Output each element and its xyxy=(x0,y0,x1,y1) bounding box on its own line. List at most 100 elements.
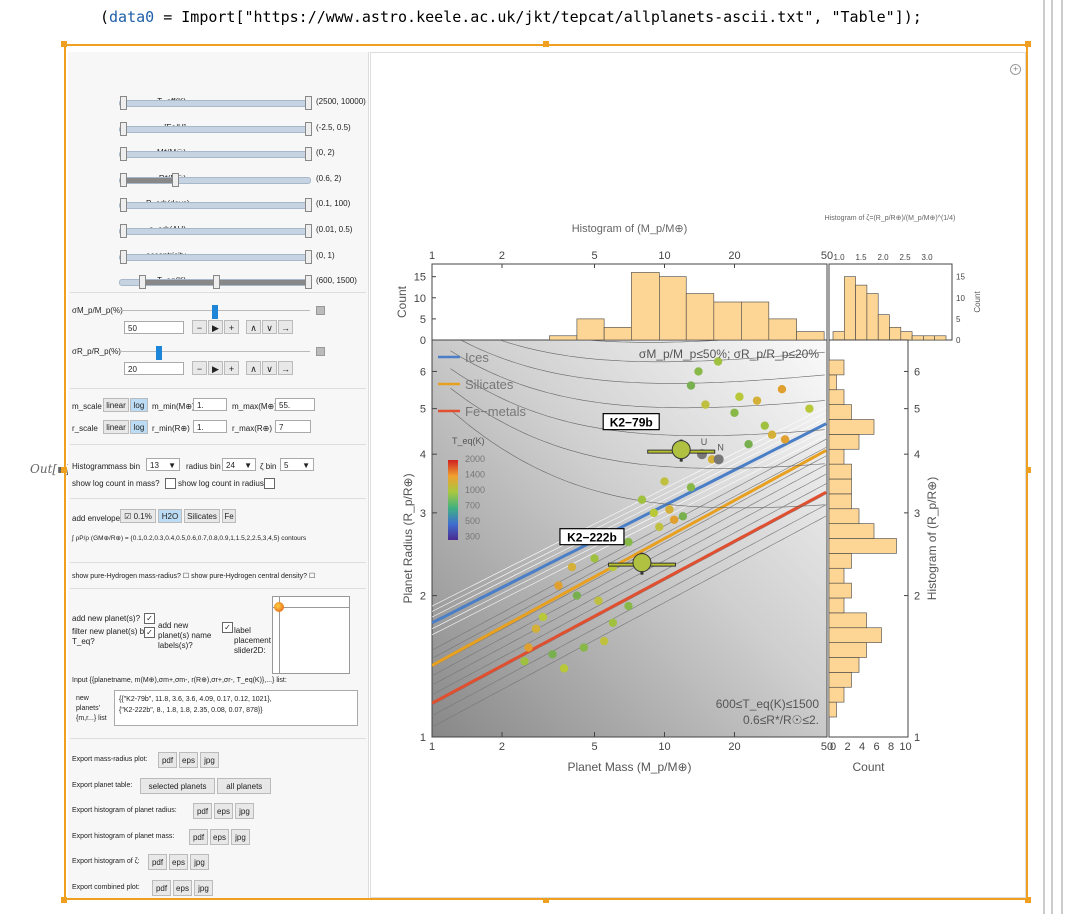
slider-thumb[interactable] xyxy=(305,275,312,290)
anim-play-button[interactable]: ▶ xyxy=(208,361,223,375)
parameter-range-slider[interactable] xyxy=(119,147,312,162)
resize-handle[interactable] xyxy=(61,897,67,903)
add-new-planet-checkbox[interactable]: ✓ xyxy=(144,613,155,624)
slider-thumb[interactable] xyxy=(120,172,127,187)
resize-handle[interactable] xyxy=(1025,41,1031,47)
r-max-field[interactable]: 7 xyxy=(275,420,311,433)
resize-handle[interactable] xyxy=(1025,897,1031,903)
export-eps-button[interactable]: eps xyxy=(179,752,198,768)
parameter-range-slider[interactable] xyxy=(119,121,312,136)
export-jpg-button[interactable]: jpg xyxy=(235,803,254,819)
slider-thumb[interactable] xyxy=(305,147,312,162)
m-linear-button[interactable]: linear xyxy=(103,398,129,412)
export-jpg-button[interactable]: jpg xyxy=(190,854,209,870)
export-eps-button[interactable]: eps xyxy=(214,803,233,819)
cell-bracket[interactable] xyxy=(1043,0,1045,914)
cell-bracket[interactable] xyxy=(1051,0,1053,914)
export-pdf-button[interactable]: pdf xyxy=(152,879,171,896)
slider-thumb[interactable] xyxy=(305,249,312,264)
sigma-slider[interactable] xyxy=(118,305,310,319)
slider-thumb[interactable] xyxy=(305,121,312,136)
parameter-range-slider[interactable] xyxy=(119,249,312,264)
export-eps-button[interactable]: eps xyxy=(169,854,188,870)
anim-increment-button[interactable]: + xyxy=(224,361,239,375)
anim-play-button[interactable]: ▶ xyxy=(208,320,223,334)
anim-direction-button[interactable]: → xyxy=(278,361,293,375)
mass-bin-select[interactable]: 13 ▼ xyxy=(146,458,180,471)
slider2d-locator[interactable] xyxy=(274,602,284,612)
m-max-field[interactable]: 55. xyxy=(275,398,315,411)
r-linear-button[interactable]: linear xyxy=(103,420,129,434)
slider-thumb[interactable] xyxy=(120,121,127,136)
slider-thumb[interactable] xyxy=(305,224,312,238)
filter-checkbox[interactable]: ✓ xyxy=(144,627,155,638)
export-pdf-button[interactable]: pdf xyxy=(189,828,208,845)
resize-handle[interactable] xyxy=(543,41,549,47)
parameter-range-slider[interactable] xyxy=(119,224,312,238)
export-jpg-button[interactable]: jpg xyxy=(200,752,219,768)
slider-thumb[interactable] xyxy=(120,198,127,213)
slider-thumb[interactable] xyxy=(120,224,127,238)
parameter-range-slider[interactable] xyxy=(119,96,312,110)
resize-handle[interactable] xyxy=(61,41,67,47)
slider-thumb[interactable] xyxy=(305,96,312,110)
anim-faster-button[interactable]: ∧ xyxy=(246,320,261,334)
slider-thumb[interactable] xyxy=(120,249,127,264)
label-placement-slider2d[interactable] xyxy=(272,596,350,674)
slider-thumb[interactable] xyxy=(305,198,312,213)
export-pdf-button[interactable]: pdf xyxy=(158,752,177,768)
log-radius-checkbox[interactable] xyxy=(264,478,275,489)
export-all-planets-button[interactable]: all planets xyxy=(217,777,272,794)
envelope-0.1-button[interactable]: ☑ 0.1% xyxy=(120,509,156,523)
resize-handle[interactable] xyxy=(543,897,549,903)
slider-thumb[interactable] xyxy=(171,172,179,187)
r-min-field[interactable]: 1. xyxy=(193,420,227,433)
panel-options-icon[interactable]: + xyxy=(1010,64,1021,75)
parameter-range-slider[interactable] xyxy=(119,275,312,290)
envelope-silicates-button[interactable]: Silicates xyxy=(184,509,220,523)
resize-handle[interactable] xyxy=(61,467,67,473)
slider-thumb[interactable] xyxy=(212,275,220,290)
expand-controls-icon[interactable] xyxy=(316,347,325,356)
top-code-line: (data0 = Import["https://www.astro.keele… xyxy=(100,8,922,26)
parameter-range-slider[interactable] xyxy=(119,198,312,213)
anim-faster-button[interactable]: ∧ xyxy=(246,361,261,375)
export-pdf-button[interactable]: pdf xyxy=(148,854,167,870)
name-labels-checkbox[interactable]: ✓ xyxy=(222,622,233,633)
sigma-value-field[interactable]: 20 xyxy=(124,362,184,375)
anim-slower-button[interactable]: ∨ xyxy=(262,361,277,375)
contours-label: ∫ ρP/ρ (GM⊕/R⊕) = {0.1,0.2,0.3,0.4,0.5,0… xyxy=(72,535,307,542)
slider-thumb[interactable] xyxy=(138,275,146,290)
export-eps-button[interactable]: eps xyxy=(173,879,192,896)
anim-direction-button[interactable]: → xyxy=(278,320,293,334)
log-mass-checkbox[interactable] xyxy=(165,478,176,489)
r-log-button[interactable]: log xyxy=(130,420,148,434)
new-planets-list-input[interactable]: {{"K2-79b", 11.8, 3.6, 3.6, 4.09, 0.17, … xyxy=(114,690,358,726)
anim-increment-button[interactable]: + xyxy=(224,320,239,334)
label-placement-label: label placement slider2D: xyxy=(234,626,271,655)
m-log-button[interactable]: log xyxy=(130,398,148,412)
sigma-slider-thumb[interactable] xyxy=(212,305,218,319)
export-selected-planets-button[interactable]: selected planets xyxy=(140,777,216,794)
cell-bracket[interactable] xyxy=(1061,0,1063,914)
anim-slower-button[interactable]: ∨ xyxy=(262,320,277,334)
slider-thumb[interactable] xyxy=(120,96,127,110)
sigma-slider-thumb[interactable] xyxy=(155,346,162,360)
resize-handle[interactable] xyxy=(1025,467,1031,473)
m-min-field[interactable]: 1. xyxy=(193,398,227,411)
sigma-value-field[interactable]: 50 xyxy=(124,321,184,334)
envelope-fe-button[interactable]: Fe xyxy=(222,509,236,523)
zeta-bin-select[interactable]: 5 ▼ xyxy=(280,458,314,471)
expand-controls-icon[interactable] xyxy=(316,306,325,315)
anim-decrement-button[interactable]: − xyxy=(192,320,207,334)
radius-bin-select[interactable]: 24 ▼ xyxy=(222,458,256,471)
sigma-slider[interactable] xyxy=(118,346,310,360)
envelope-h2o-button[interactable]: H2O xyxy=(158,509,182,523)
parameter-range-slider[interactable] xyxy=(119,172,311,187)
export-eps-button[interactable]: eps xyxy=(210,828,229,845)
export-jpg-button[interactable]: jpg xyxy=(231,828,250,845)
anim-decrement-button[interactable]: − xyxy=(192,361,207,375)
slider-thumb[interactable] xyxy=(120,147,127,162)
export-jpg-button[interactable]: jpg xyxy=(194,879,213,896)
export-pdf-button[interactable]: pdf xyxy=(193,803,212,819)
